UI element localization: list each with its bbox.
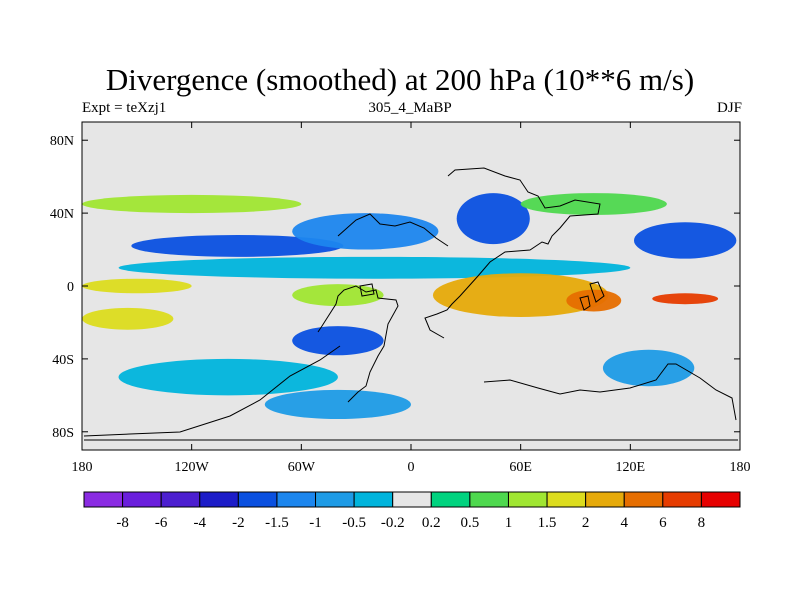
field-asia-convergence-core — [456, 193, 530, 245]
field-north-atlantic-convergence — [292, 213, 439, 250]
coastline-outline — [83, 167, 738, 441]
colorbar-swatch — [353, 491, 394, 508]
colorbar-label: 4 — [620, 515, 628, 531]
field-asia-north-divergence — [520, 193, 667, 215]
colorbar-swatch — [623, 491, 664, 508]
colorbar-label: -6 — [155, 515, 168, 531]
colorbar-swatch — [546, 491, 587, 508]
field-pacific-equatorial-divergence — [82, 278, 192, 294]
y-axis: 80N 40N 0 40S 80S — [50, 134, 740, 441]
field-indian-ocean-divergence — [432, 273, 609, 317]
colorbar-swatch — [122, 491, 162, 508]
x-tick-label: 180 — [730, 460, 751, 475]
field-south-atlantic-convergence — [292, 326, 384, 356]
colorbar-label: 6 — [659, 515, 667, 531]
colorbar-swatch — [585, 491, 625, 508]
x-tick-label: 120W — [175, 460, 210, 475]
colorbar-swatch — [199, 491, 239, 508]
y-tick-label: 80S — [52, 426, 74, 441]
colorbar-label: 0.2 — [422, 515, 441, 531]
colorbar-label: -1 — [309, 515, 322, 531]
field-north-midlatitude-divergence — [82, 194, 302, 214]
colorbar-swatch — [662, 491, 702, 508]
field-south-pacific-divergence — [82, 307, 174, 330]
colorbar-swatch — [83, 491, 124, 508]
colorbar-label: 0.5 — [461, 515, 480, 531]
colorbar-swatch — [237, 491, 278, 508]
y-tick-label: 40N — [50, 207, 74, 222]
field-antarctic-edge-convergence — [264, 389, 411, 420]
field-west-pacific-convergence — [633, 222, 737, 259]
colorbar-label: -1.5 — [265, 515, 289, 531]
experiment-label: Expt = teXzj1 — [82, 100, 167, 116]
x-tick-label: 60E — [509, 460, 532, 475]
colorbar-label: 1.5 — [538, 515, 557, 531]
chart-title: Divergence (smoothed) at 200 hPa (10**6 … — [105, 62, 695, 97]
run-id-label: 305_4_MaBP — [368, 100, 452, 116]
x-axis: 180 120W 60W 0 60E 120E 180 — [72, 122, 751, 475]
colorbar-swatch — [276, 491, 317, 508]
y-tick-label: 80N — [50, 134, 74, 149]
colorbar-swatch — [392, 491, 432, 508]
colorbar-label: -0.5 — [342, 515, 366, 531]
field-equatorial-convergence-band — [118, 256, 631, 279]
x-tick-label: 180 — [72, 460, 93, 475]
colorbar-swatch — [160, 491, 201, 508]
field-west-pacific-strong-divergence — [652, 293, 719, 305]
colorbar-swatch — [315, 491, 355, 508]
field-australia-convergence — [602, 349, 695, 387]
colorbar: -8 -6 -4 -2 -1.5 -1 -0.5 -0.2 0.2 0.5 1 1.5 2 4 6 8 — [83, 491, 741, 531]
field-north-subtropical-jet-convergence — [131, 234, 344, 257]
x-tick-label: 0 — [408, 460, 415, 475]
colorbar-label: -2 — [232, 515, 245, 531]
contour-fields — [82, 193, 737, 420]
colorbar-label: 8 — [698, 515, 706, 531]
field-southern-ocean-convergence — [118, 358, 338, 396]
colorbar-label: -4 — [194, 515, 207, 531]
colorbar-swatch — [469, 491, 509, 508]
colorbar-label: -0.2 — [381, 515, 405, 531]
colorbar-label: 1 — [505, 515, 513, 531]
x-tick-label: 60W — [288, 460, 316, 475]
map-background — [82, 122, 740, 450]
colorbar-swatch — [507, 491, 548, 508]
colorbar-label: 2 — [582, 515, 590, 531]
colorbar-swatch — [430, 491, 471, 508]
colorbar-label: -8 — [116, 515, 129, 531]
season-label: DJF — [716, 100, 742, 116]
colorbar-swatch — [700, 491, 741, 508]
y-tick-label: 0 — [67, 280, 74, 295]
x-tick-label: 120E — [616, 460, 646, 475]
field-south-indian-ocean-divergence-core — [566, 289, 622, 312]
y-tick-label: 40S — [52, 353, 74, 368]
